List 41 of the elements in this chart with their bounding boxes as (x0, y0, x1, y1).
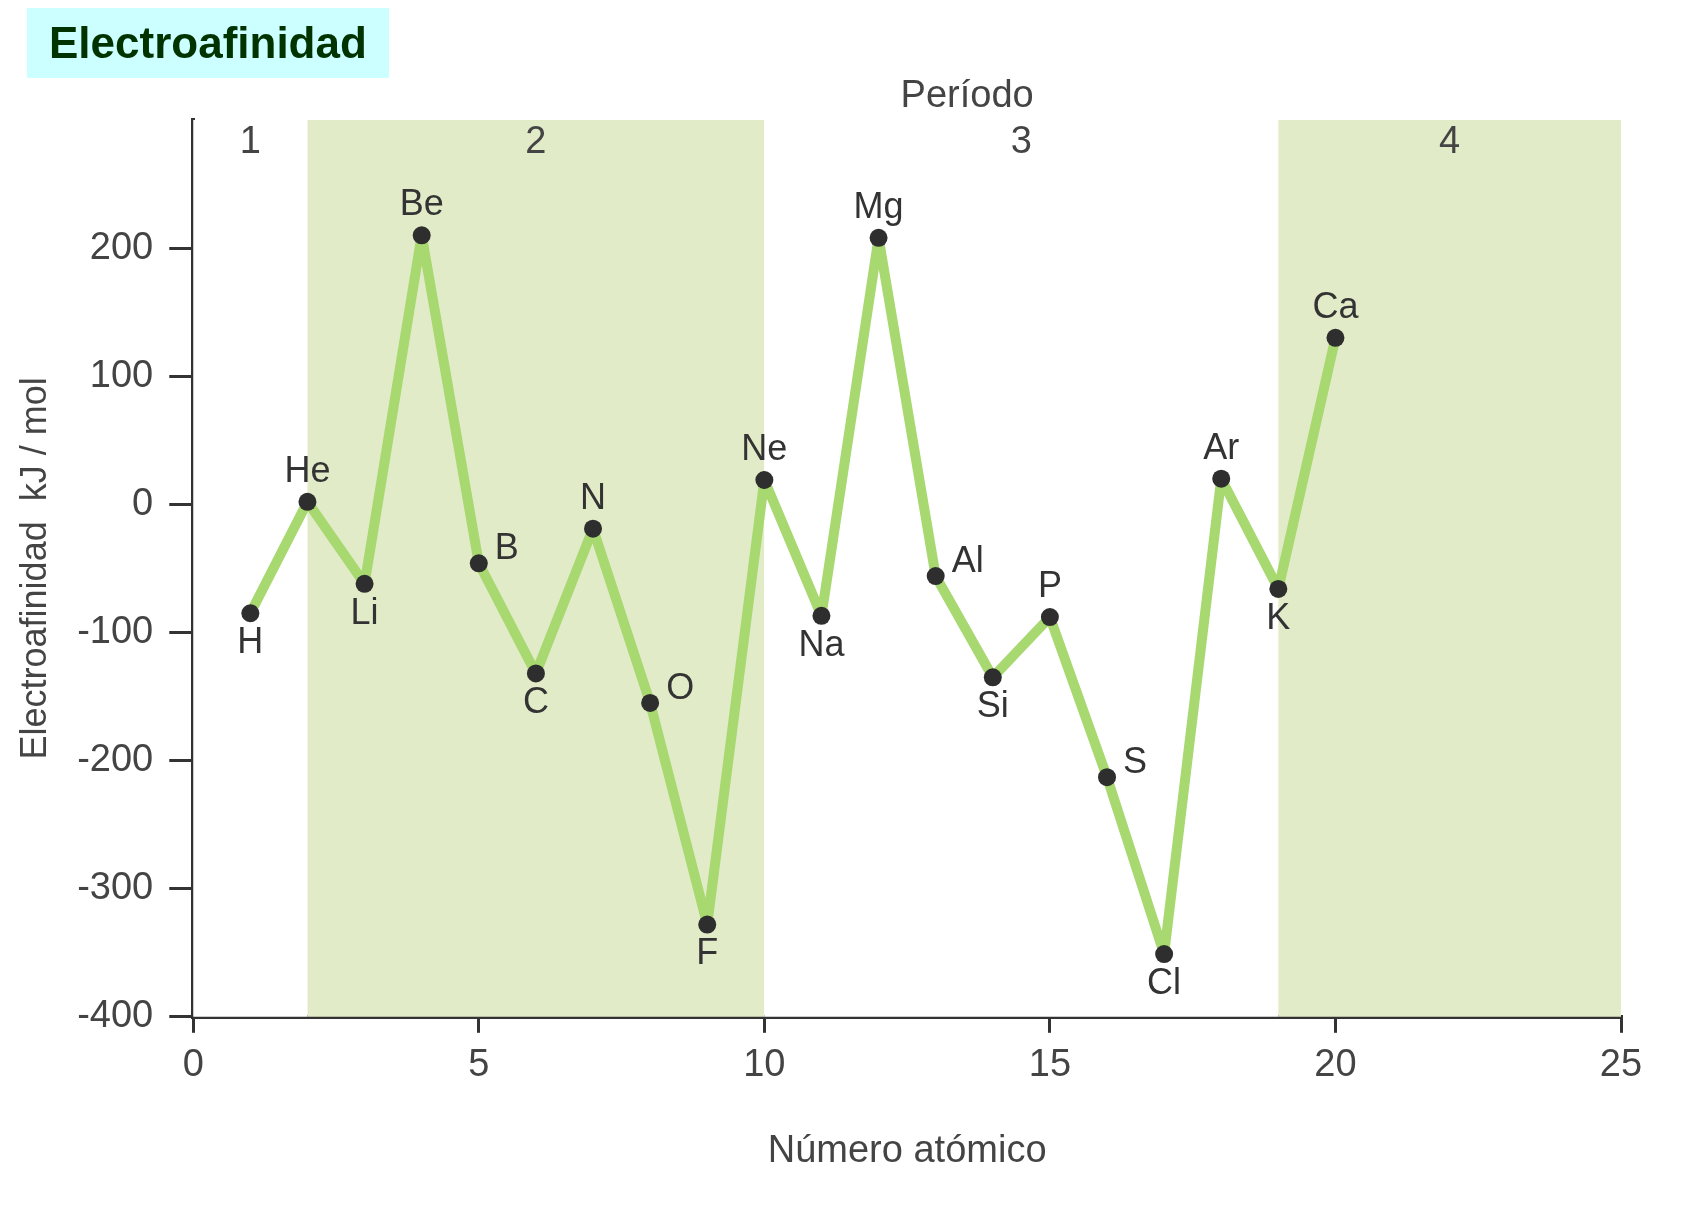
x-tick-label: 0 (182, 1042, 204, 1085)
annotation: He (284, 448, 331, 490)
annotation: Li (350, 590, 379, 632)
y-tick-label: -100 (77, 608, 154, 651)
y-tick-label: 200 (89, 224, 154, 267)
y-tick-label: -400 (77, 993, 154, 1036)
y-tick-label: -200 (77, 737, 154, 780)
band-label: 2 (525, 119, 547, 162)
annotation: Ne (741, 426, 788, 468)
y-tick-label: 100 (89, 352, 154, 395)
band-label: 3 (1010, 119, 1032, 162)
band-label: 4 (1439, 119, 1461, 162)
y-axis-title: Electroafinidad kJ / mol (12, 377, 54, 760)
y-tick-label: -300 (77, 865, 154, 908)
annotation: Cl (1147, 960, 1182, 1002)
x-tick-label: 5 (468, 1042, 490, 1085)
annotation: S (1123, 740, 1148, 782)
x-axis-title: Número atómico (767, 1127, 1047, 1170)
x-tick-label: 10 (743, 1042, 786, 1085)
x-tick-label: 15 (1028, 1042, 1072, 1085)
annotation: Na (798, 622, 846, 664)
annotation: Ar (1203, 425, 1240, 467)
annotation: P (1037, 564, 1062, 606)
x2-axis-title: Período (900, 73, 1034, 116)
x-tick-label: 20 (1314, 1042, 1357, 1085)
annotation: Si (976, 684, 1009, 726)
x-tick-label: 25 (1599, 1042, 1643, 1085)
annotation: N (580, 475, 607, 517)
annotation: Ca (1312, 284, 1360, 326)
band-label: 1 (239, 119, 261, 162)
annotation: O (666, 665, 695, 707)
chart-title: Electroafinidad (27, 8, 389, 78)
annotation: B (494, 526, 519, 568)
annotation: K (1266, 595, 1291, 637)
annotation: F (696, 931, 719, 973)
y-tick-label: 0 (132, 480, 154, 523)
annotation: Al (951, 539, 984, 581)
annotation: H (237, 620, 264, 662)
annotation: C (522, 680, 549, 722)
annotation: Mg (853, 184, 904, 226)
annotation: Be (399, 182, 444, 224)
